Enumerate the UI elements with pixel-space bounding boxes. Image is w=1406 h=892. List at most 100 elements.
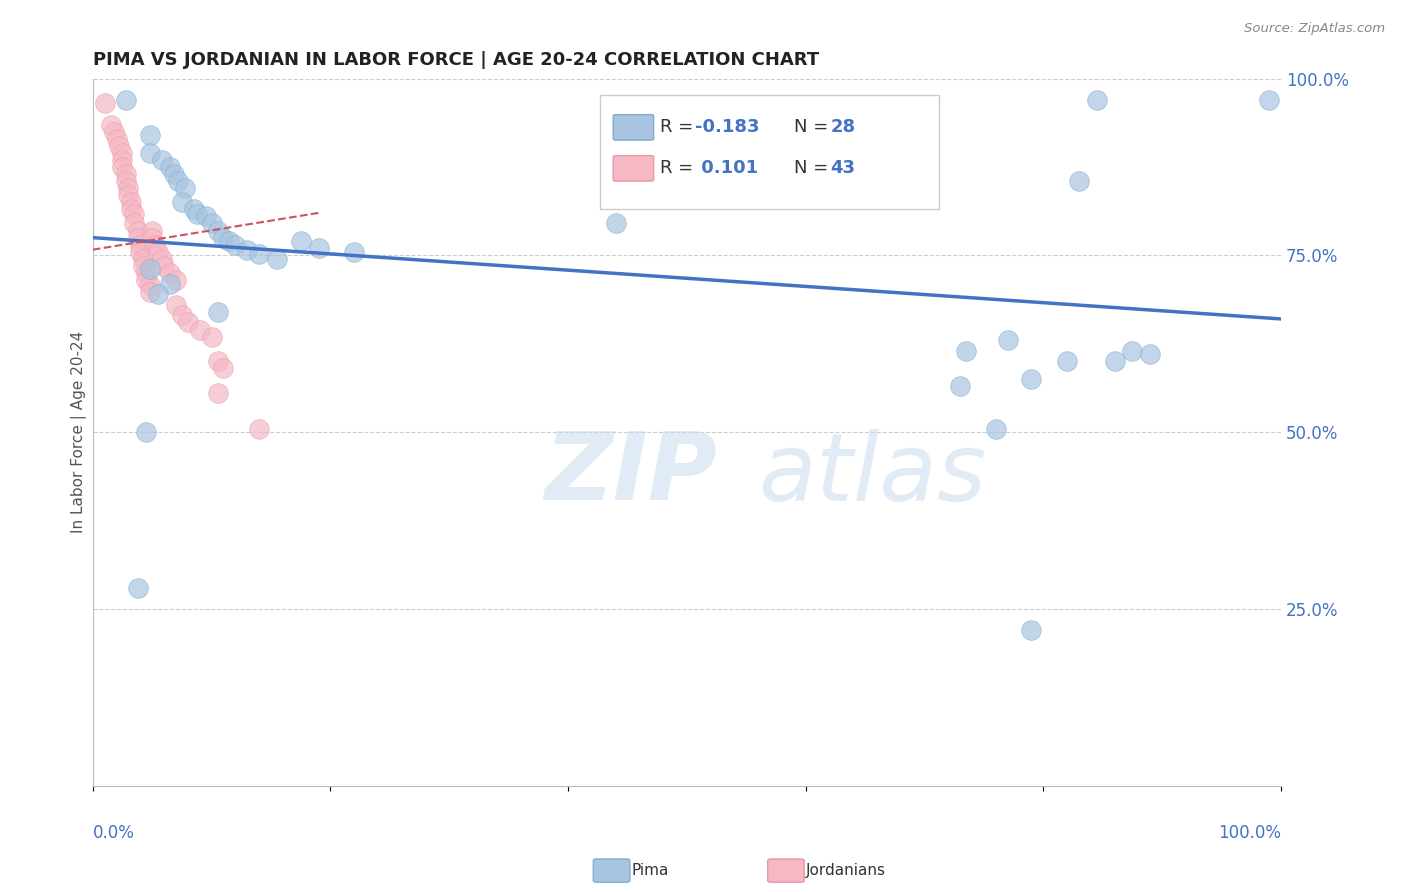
Point	[120, 202, 142, 217]
Point	[170, 309, 193, 323]
Point	[170, 195, 193, 210]
Point	[1258, 93, 1281, 107]
Text: Source: ZipAtlas.com: Source: ZipAtlas.com	[1244, 22, 1385, 36]
Point	[1067, 174, 1090, 188]
Point	[955, 343, 977, 358]
Point	[150, 153, 173, 167]
Point	[111, 160, 134, 174]
Point	[143, 237, 166, 252]
Text: R =: R =	[659, 119, 699, 136]
Point	[129, 244, 152, 259]
Point	[949, 379, 972, 393]
Point	[1104, 354, 1126, 368]
Text: 0.101: 0.101	[695, 160, 758, 178]
Point	[139, 278, 162, 293]
Point	[146, 244, 169, 259]
Text: 100.0%: 100.0%	[1218, 824, 1281, 842]
Point	[139, 262, 162, 277]
Point	[224, 237, 246, 252]
Point	[127, 230, 149, 244]
Text: N =: N =	[794, 160, 834, 178]
Point	[127, 581, 149, 595]
Text: N =: N =	[794, 119, 834, 136]
Point	[135, 266, 157, 280]
Point	[207, 223, 229, 237]
Text: 0.0%: 0.0%	[93, 824, 135, 842]
Point	[194, 210, 217, 224]
Point	[111, 145, 134, 160]
Point	[162, 167, 184, 181]
Point	[165, 273, 187, 287]
Point	[111, 153, 134, 167]
Point	[139, 285, 162, 299]
Point	[159, 160, 181, 174]
Point	[105, 131, 128, 145]
Point	[165, 298, 187, 312]
Text: 28: 28	[831, 119, 856, 136]
Point	[124, 217, 146, 231]
Point	[290, 234, 312, 248]
Point	[212, 230, 235, 244]
Text: Jordanians: Jordanians	[806, 863, 886, 878]
Point	[207, 354, 229, 368]
Text: 43: 43	[831, 160, 856, 178]
Text: R =: R =	[659, 160, 699, 178]
Point	[131, 252, 153, 266]
Y-axis label: In Labor Force | Age 20-24: In Labor Force | Age 20-24	[72, 331, 87, 533]
Point	[218, 234, 240, 248]
Point	[266, 252, 288, 266]
Point	[100, 118, 122, 132]
Point	[605, 217, 627, 231]
Point	[247, 247, 270, 261]
Text: Pima: Pima	[631, 863, 669, 878]
Point	[1056, 354, 1078, 368]
Point	[308, 241, 330, 255]
Point	[150, 252, 173, 266]
FancyBboxPatch shape	[613, 115, 654, 140]
Point	[135, 425, 157, 439]
FancyBboxPatch shape	[613, 155, 654, 181]
Text: ZIP: ZIP	[544, 428, 717, 520]
Point	[141, 230, 163, 244]
Point	[103, 125, 125, 139]
Text: -0.183: -0.183	[695, 119, 759, 136]
Point	[141, 223, 163, 237]
Point	[159, 266, 181, 280]
Point	[159, 277, 181, 291]
Point	[131, 259, 153, 273]
Point	[124, 207, 146, 221]
Point	[127, 223, 149, 237]
Point	[174, 181, 197, 195]
Point	[984, 421, 1007, 435]
Point	[129, 237, 152, 252]
Point	[212, 361, 235, 376]
Point	[1085, 93, 1108, 107]
Point	[115, 93, 138, 107]
Point	[343, 244, 366, 259]
Point	[139, 128, 162, 142]
Point	[201, 329, 224, 343]
Point	[93, 96, 115, 111]
Point	[117, 188, 139, 202]
FancyBboxPatch shape	[600, 95, 939, 210]
Point	[135, 273, 157, 287]
Point	[120, 195, 142, 210]
Text: atlas: atlas	[758, 429, 987, 520]
Point	[1121, 343, 1143, 358]
Point	[247, 421, 270, 435]
Point	[207, 386, 229, 401]
Point	[186, 207, 208, 221]
Point	[117, 181, 139, 195]
Point	[207, 305, 229, 319]
Point	[1139, 347, 1161, 361]
Point	[236, 243, 259, 257]
Point	[139, 145, 162, 160]
Point	[177, 316, 200, 330]
Point	[108, 138, 131, 153]
Point	[1021, 372, 1043, 386]
Text: PIMA VS JORDANIAN IN LABOR FORCE | AGE 20-24 CORRELATION CHART: PIMA VS JORDANIAN IN LABOR FORCE | AGE 2…	[93, 51, 818, 69]
Point	[201, 217, 224, 231]
Point	[146, 287, 169, 301]
Point	[115, 167, 138, 181]
Point	[115, 174, 138, 188]
